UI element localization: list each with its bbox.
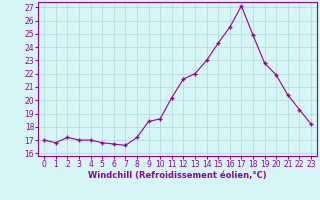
X-axis label: Windchill (Refroidissement éolien,°C): Windchill (Refroidissement éolien,°C) — [88, 171, 267, 180]
